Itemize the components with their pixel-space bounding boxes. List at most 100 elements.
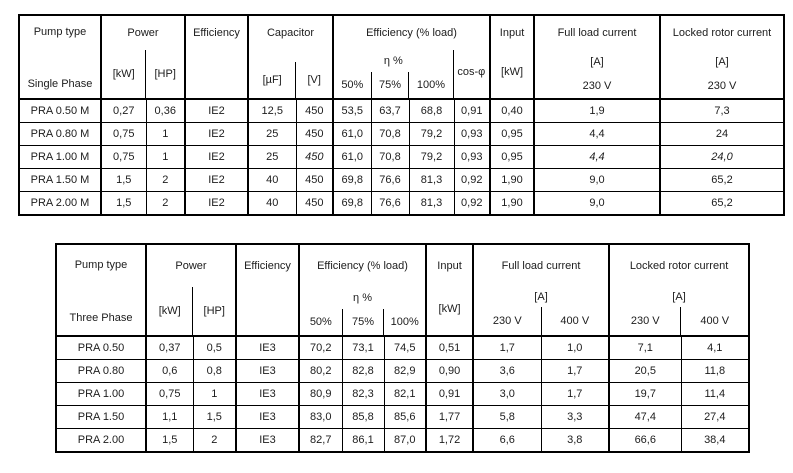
header-efficiency-load: Efficiency (% load) η % 50% 75% 100% co xyxy=(332,14,491,100)
cell-uf: 25 xyxy=(247,122,297,146)
cell-lrc230: 66,6 xyxy=(608,428,682,453)
phase-label: Single Phase xyxy=(27,78,93,90)
cell-lrc400: 4,1 xyxy=(680,335,750,360)
cell-pump: PRA 1.00 M xyxy=(18,145,102,169)
cell-cos: 0,92 xyxy=(453,168,491,192)
cell-kw: 0,75 xyxy=(100,122,147,146)
efficiency-load-label: Efficiency (% load) xyxy=(317,260,408,272)
phase-label: Three Phase xyxy=(69,312,133,324)
cell-e50: 61,0 xyxy=(332,145,372,169)
cell-flc: 9,0 xyxy=(533,191,661,216)
table-row: PRA 0.50 0,37 0,5 IE3 70,2 73,1 74,5 0,51 1,7 1,0… xyxy=(55,335,750,360)
eta-label: η % xyxy=(353,292,372,304)
input-unit-label: [kW] xyxy=(501,66,524,78)
cell-e100: 81,3 xyxy=(408,168,455,192)
cell-cos: 0,93 xyxy=(453,122,491,146)
cell-hp: 1,5 xyxy=(192,405,237,429)
eta-label: η % xyxy=(383,55,403,67)
cell-cos: 0,93 xyxy=(453,145,491,169)
cell-e50: 70,2 xyxy=(298,335,343,360)
cell-uf: 40 xyxy=(247,168,297,192)
cell-e50: 69,8 xyxy=(332,191,372,216)
cell-e100: 79,2 xyxy=(408,145,455,169)
lrc-230v-label: 230 V xyxy=(630,315,660,327)
cell-pump: PRA 0.80 M xyxy=(18,122,102,146)
flc-400v-label: 400 V xyxy=(540,307,609,335)
header-power: Power [kW] [HP] xyxy=(145,243,237,337)
v-unit-label: [V] xyxy=(295,62,332,98)
cell-flc: 1,9 xyxy=(533,98,661,123)
cell-lrc400: 38,4 xyxy=(680,428,750,453)
pct50-label: 50% xyxy=(341,79,364,91)
lrc-400v-label: 400 V xyxy=(680,307,748,335)
capacitor-label: Capacitor xyxy=(266,27,315,39)
header-input: Input [kW] xyxy=(425,243,474,337)
flc-voltage-label: 230 V xyxy=(582,80,612,92)
flc-230v-label: 230 V xyxy=(492,315,522,327)
cell-flc400: 1,0 xyxy=(540,335,610,360)
cell-pump: PRA 0.50 M xyxy=(18,98,102,123)
cell-input: 0,95 xyxy=(489,122,535,146)
single-phase-body: PRA 0.50 M 0,27 0,36 IE2 12,5 450 53,5 63,7 68,8… xyxy=(18,98,785,216)
cell-hp: 2 xyxy=(192,428,237,453)
cell-pump: PRA 1.50 xyxy=(55,405,147,429)
cell-eff: IE3 xyxy=(235,335,300,360)
cell-lrc: 65,2 xyxy=(659,168,785,192)
cell-e75: 82,3 xyxy=(341,382,385,406)
cell-e100: 74,5 xyxy=(383,335,427,360)
power-label: Power xyxy=(175,260,207,272)
cell-hp: 1 xyxy=(145,122,186,146)
full-load-label: Full load current xyxy=(557,27,637,39)
input-unit-label: [kW] xyxy=(438,303,461,315)
cell-lrc400: 11,4 xyxy=(680,382,750,406)
table-row: PRA 1.00 0,75 1 IE3 80,9 82,3 82,1 0,91 3,0 1,7 19… xyxy=(55,382,750,406)
cell-flc400: 3,3 xyxy=(540,405,610,429)
input-label: Input xyxy=(437,260,462,272)
cell-hp: 2 xyxy=(145,168,186,192)
cell-pump: PRA 2.00 xyxy=(55,428,147,453)
cell-input: 0,90 xyxy=(425,359,474,383)
cell-e75: 73,1 xyxy=(341,335,385,360)
amp-unit-label: [A] xyxy=(590,56,604,68)
locked-rotor-label: Locked rotor current xyxy=(672,27,772,39)
amp-unit-label: [A] xyxy=(534,291,548,303)
cell-flc: 4,4 xyxy=(533,145,661,169)
pump-type-label: Pump type xyxy=(33,26,87,38)
cell-e50: 80,2 xyxy=(298,359,343,383)
cell-pump: PRA 0.80 xyxy=(55,359,147,383)
cell-eff: IE2 xyxy=(184,122,249,146)
cell-e100: 82,9 xyxy=(383,359,427,383)
locked-rotor-label: Locked rotor current xyxy=(629,260,729,272)
cell-e50: 82,7 xyxy=(298,428,343,453)
cell-e75: 86,1 xyxy=(341,428,385,453)
cell-input: 0,91 xyxy=(425,382,474,406)
cell-e100: 85,6 xyxy=(383,405,427,429)
input-label: Input xyxy=(499,27,525,39)
header-locked-rotor-current: Locked rotor current [A] 230 V 400 V xyxy=(608,243,750,337)
cell-kw: 0,27 xyxy=(100,98,147,123)
cell-e100: 87,0 xyxy=(383,428,427,453)
cell-eff: IE2 xyxy=(184,191,249,216)
cell-flc400: 3,8 xyxy=(540,428,610,453)
cell-hp: 2 xyxy=(145,191,186,216)
header-input: Input [kW] xyxy=(489,14,535,100)
table-row: PRA 2.00 1,5 2 IE3 82,7 86,1 87,0 1,72 6,6 3,8 66,… xyxy=(55,428,750,453)
amp-unit-label: [A] xyxy=(672,291,686,303)
cell-v: 450 xyxy=(295,168,334,192)
cell-cos: 0,92 xyxy=(453,191,491,216)
cell-kw: 0,75 xyxy=(145,382,194,406)
header-pump-type: Pump type Single Phase xyxy=(18,14,102,100)
cell-flc230: 3,0 xyxy=(472,382,542,406)
pct100-label: 100% xyxy=(383,309,425,335)
cell-v: 450 xyxy=(295,145,334,169)
cell-e75: 70,8 xyxy=(370,122,410,146)
power-label: Power xyxy=(127,27,159,39)
cell-e100: 68,8 xyxy=(408,98,455,123)
pump-type-label: Pump type xyxy=(74,259,128,271)
header-pump-type: Pump type Three Phase xyxy=(55,243,147,337)
cell-eff: IE2 xyxy=(184,98,249,123)
lrc-voltage-label: 230 V xyxy=(707,80,737,92)
uf-unit-label: [µF] xyxy=(262,74,282,86)
cell-flc: 9,0 xyxy=(533,168,661,192)
cell-e50: 53,5 xyxy=(332,98,372,123)
